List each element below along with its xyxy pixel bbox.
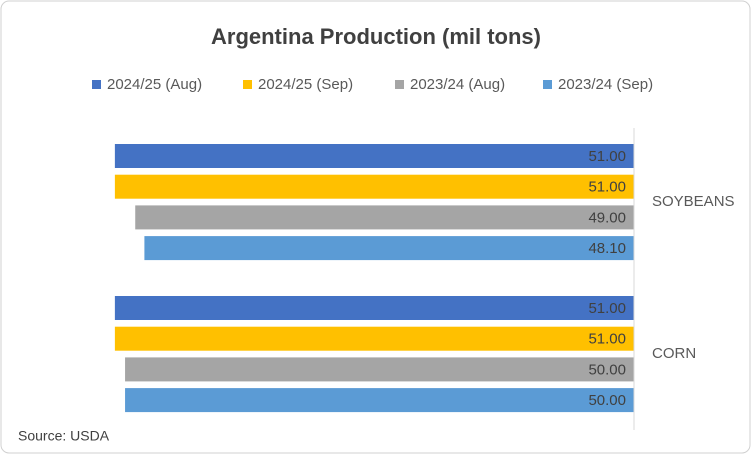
category-label: SOYBEANS xyxy=(652,193,735,210)
legend-swatch xyxy=(395,80,404,89)
legend-label: 2023/24 (Sep) xyxy=(558,76,653,93)
bar xyxy=(125,388,635,413)
value-label: 48.10 xyxy=(588,240,626,257)
bar xyxy=(114,296,634,320)
value-label: 49.00 xyxy=(588,209,626,226)
bar xyxy=(125,357,635,382)
chart-title: Argentina Production (mil tons) xyxy=(211,24,541,49)
value-label: 50.00 xyxy=(588,361,626,378)
value-label: 51.00 xyxy=(588,148,626,165)
value-label: 51.00 xyxy=(588,331,626,348)
bar xyxy=(114,174,634,199)
category-label: CORN xyxy=(652,345,696,362)
bar xyxy=(114,326,634,351)
bar xyxy=(114,144,634,168)
source-note: Source: USDA xyxy=(18,428,110,444)
value-label: 51.00 xyxy=(588,179,626,196)
legend-label: 2024/25 (Sep) xyxy=(258,76,353,93)
bar xyxy=(135,205,634,230)
legend-label: 2024/25 (Aug) xyxy=(107,76,202,93)
value-label: 50.00 xyxy=(588,392,626,409)
legend-swatch xyxy=(92,80,101,89)
legend-label: 2023/24 (Aug) xyxy=(410,76,505,93)
legend-swatch xyxy=(543,80,552,89)
legend-swatch xyxy=(243,80,252,89)
value-label: 51.00 xyxy=(588,300,626,317)
bar xyxy=(144,236,634,261)
